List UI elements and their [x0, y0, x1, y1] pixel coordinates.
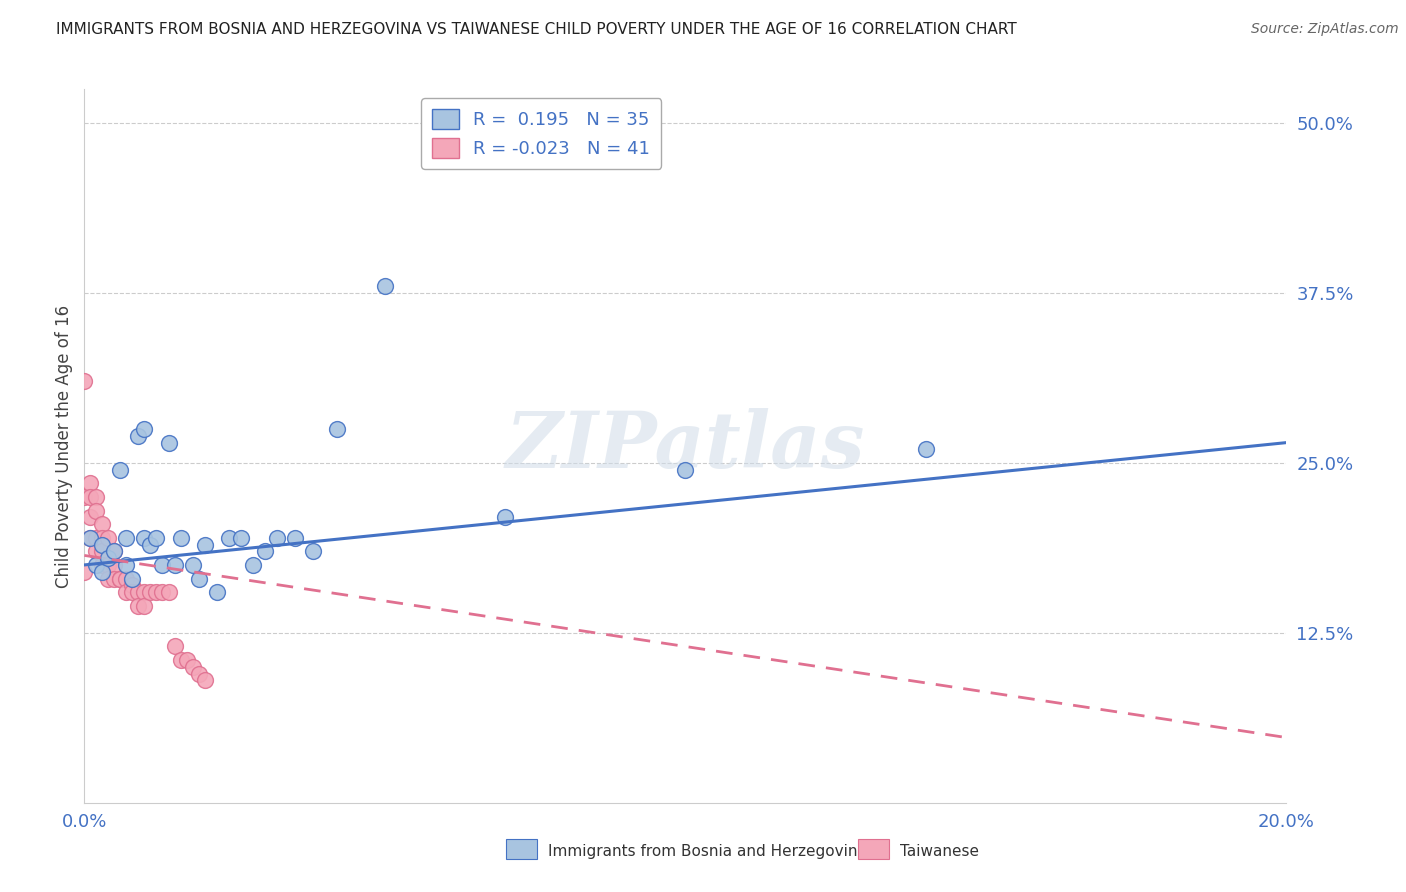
- Point: [169, 531, 191, 545]
- Point: [127, 585, 149, 599]
- Point: [675, 463, 697, 477]
- Text: ZIPatlas: ZIPatlas: [506, 408, 865, 484]
- Point: [187, 666, 209, 681]
- Point: [86, 558, 108, 572]
- Point: [121, 578, 143, 592]
- Point: [79, 531, 101, 545]
- Point: [97, 558, 120, 572]
- Point: [284, 531, 307, 545]
- Point: [242, 558, 264, 572]
- Point: [91, 537, 114, 551]
- Point: [73, 490, 96, 504]
- Legend: R =  0.195   N = 35, R = -0.023   N = 41: R = 0.195 N = 35, R = -0.023 N = 41: [422, 98, 661, 169]
- Point: [79, 510, 101, 524]
- Point: [139, 585, 162, 599]
- Point: [91, 517, 114, 532]
- Point: [301, 544, 323, 558]
- Point: [169, 653, 191, 667]
- Point: [121, 572, 143, 586]
- Point: [152, 558, 174, 572]
- Point: [79, 476, 101, 491]
- Point: [374, 279, 396, 293]
- Point: [326, 422, 349, 436]
- Point: [97, 531, 120, 545]
- Point: [97, 551, 120, 566]
- Point: [79, 490, 101, 504]
- Point: [103, 558, 125, 572]
- Point: [152, 585, 174, 599]
- Point: [134, 599, 156, 613]
- Point: [163, 640, 186, 654]
- Point: [145, 585, 167, 599]
- Point: [91, 558, 114, 572]
- Point: [494, 510, 516, 524]
- Point: [79, 531, 101, 545]
- Point: [127, 429, 149, 443]
- Point: [134, 531, 156, 545]
- Point: [103, 544, 125, 558]
- Point: [194, 673, 217, 688]
- Point: [86, 503, 108, 517]
- Point: [115, 558, 138, 572]
- Point: [110, 463, 132, 477]
- Point: [218, 531, 240, 545]
- Y-axis label: Child Poverty Under the Age of 16: Child Poverty Under the Age of 16: [55, 304, 73, 588]
- Text: Taiwanese: Taiwanese: [900, 845, 979, 859]
- Point: [253, 544, 276, 558]
- Point: [121, 585, 143, 599]
- Point: [103, 572, 125, 586]
- Point: [86, 490, 108, 504]
- Point: [176, 653, 198, 667]
- Point: [915, 442, 938, 457]
- Point: [157, 435, 180, 450]
- Point: [103, 544, 125, 558]
- Point: [115, 572, 138, 586]
- Point: [91, 531, 114, 545]
- Point: [110, 572, 132, 586]
- Point: [187, 572, 209, 586]
- Point: [181, 558, 204, 572]
- Point: [115, 585, 138, 599]
- Point: [266, 531, 288, 545]
- Point: [194, 537, 217, 551]
- Point: [86, 531, 108, 545]
- Point: [86, 544, 108, 558]
- Point: [181, 660, 204, 674]
- Point: [134, 585, 156, 599]
- Point: [115, 531, 138, 545]
- Point: [110, 572, 132, 586]
- Point: [163, 558, 186, 572]
- Point: [91, 565, 114, 579]
- Point: [229, 531, 252, 545]
- Point: [73, 375, 96, 389]
- Text: Source: ZipAtlas.com: Source: ZipAtlas.com: [1251, 22, 1399, 37]
- Point: [139, 537, 162, 551]
- Point: [91, 544, 114, 558]
- Point: [97, 572, 120, 586]
- Point: [127, 599, 149, 613]
- Text: Immigrants from Bosnia and Herzegovina: Immigrants from Bosnia and Herzegovina: [548, 845, 868, 859]
- Text: IMMIGRANTS FROM BOSNIA AND HERZEGOVINA VS TAIWANESE CHILD POVERTY UNDER THE AGE : IMMIGRANTS FROM BOSNIA AND HERZEGOVINA V…: [56, 22, 1017, 37]
- Point: [157, 585, 180, 599]
- Point: [134, 422, 156, 436]
- Point: [73, 565, 96, 579]
- Point: [145, 531, 167, 545]
- Point: [205, 585, 228, 599]
